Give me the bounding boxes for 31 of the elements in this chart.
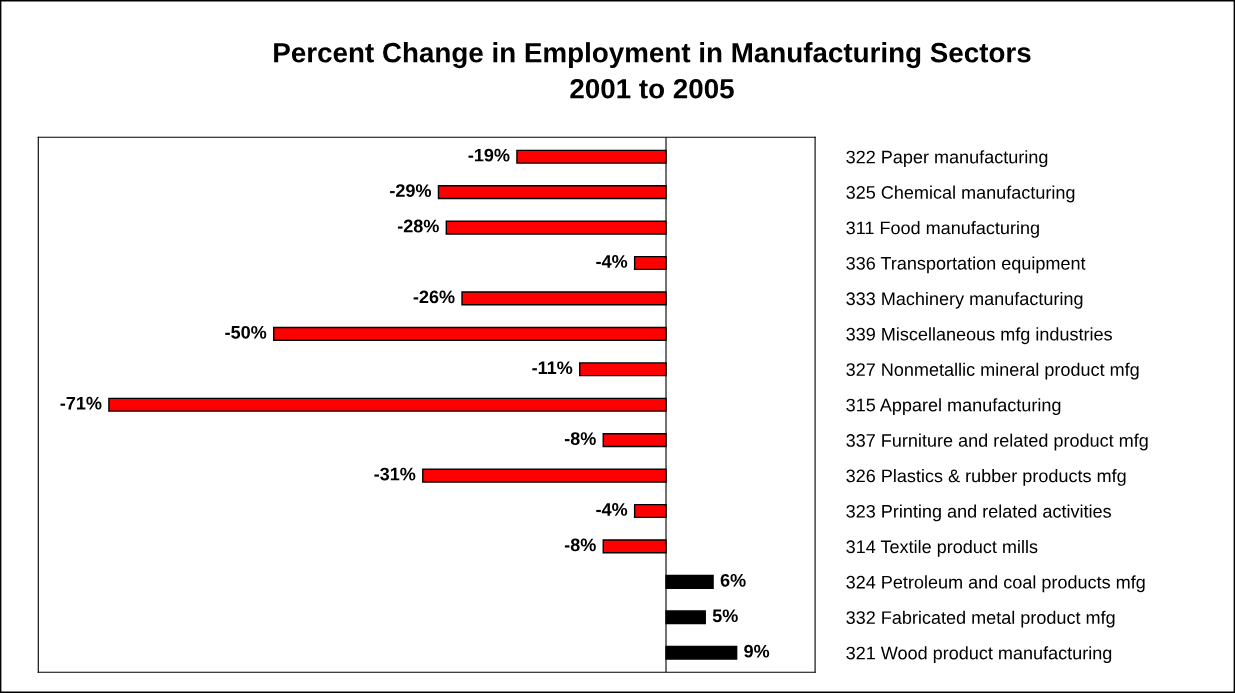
y-tick-label: 332 Fabricated metal product mfg — [846, 610, 1115, 628]
y-tick-label: 325 Chemical manufacturing — [846, 185, 1075, 203]
data-label: -50% — [225, 325, 267, 339]
y-tick-label: 321 Wood product manufacturing — [846, 646, 1112, 664]
y-tick-label: 324 Petroleum and coal products mfg — [846, 575, 1145, 593]
y-tick-label: 311 Food manufacturing — [846, 221, 1039, 238]
data-label: -31% — [374, 467, 416, 481]
data-label: -8% — [564, 432, 596, 445]
y-tick-label: 314 Textile product mills — [846, 539, 1038, 557]
y-tick-label: 323 Printing and related activities — [846, 504, 1111, 522]
y-tick-label: 327 Nonmetallic mineral product mfg — [846, 362, 1139, 380]
data-label: -26% — [413, 290, 455, 304]
y-tick-label: 339 Miscellaneous mfg industries — [846, 327, 1112, 345]
y-tick-label: 337 Furniture and related product mfg — [846, 433, 1148, 451]
data-label: 9% — [744, 644, 770, 658]
y-tick-label: 322 Paper manufacturing — [846, 150, 1048, 167]
data-label: -4% — [596, 255, 628, 268]
y-tick-label: 315 Apparel manufacturing — [846, 398, 1061, 415]
data-label: -71% — [60, 396, 102, 410]
data-label: -8% — [564, 538, 596, 552]
chart-title: Percent Change in Employment in Manufacturing Sectors 2001 to 2005 — [274, 42, 1031, 99]
data-label: -4% — [596, 503, 628, 516]
data-label: 6% — [720, 573, 746, 587]
y-tick-label: 326 Plastics & rubber products mfg — [846, 469, 1126, 486]
data-label: -11% — [532, 361, 573, 375]
data-label: -29% — [390, 184, 432, 197]
data-label: -28% — [397, 219, 439, 233]
y-tick-label: 333 Machinery manufacturing — [846, 291, 1083, 309]
y-tick-label: 336 Transportation equipment — [846, 256, 1086, 274]
data-label: 5% — [712, 609, 738, 623]
data-label: -19% — [468, 148, 510, 162]
